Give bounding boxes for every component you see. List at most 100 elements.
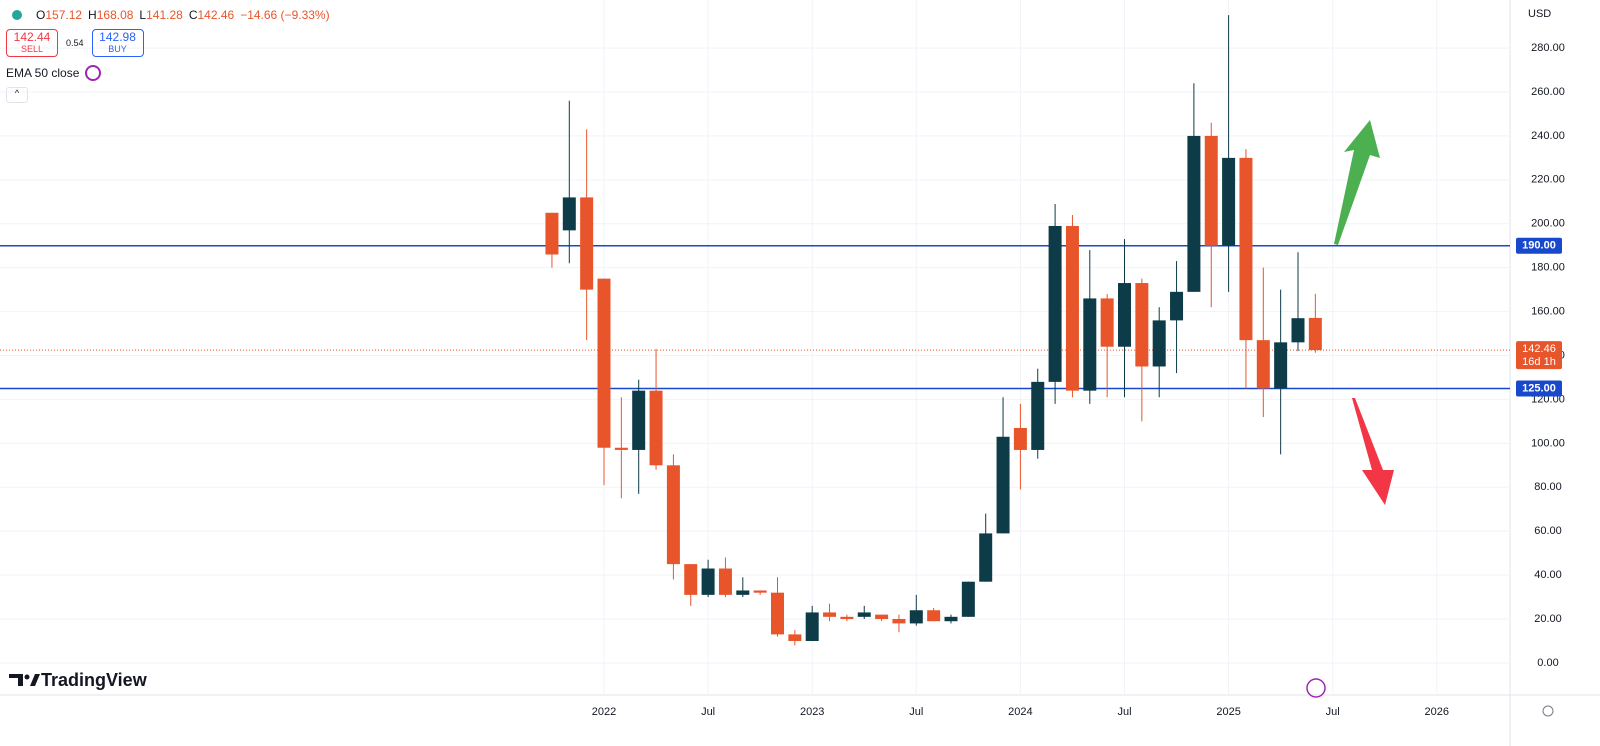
level-tag bbox=[1516, 237, 1562, 254]
candle-body bbox=[961, 581, 975, 617]
candle-body bbox=[701, 568, 715, 595]
candle-body bbox=[1170, 291, 1184, 321]
candle-body bbox=[1256, 340, 1270, 389]
ohlc-key: O bbox=[36, 8, 46, 22]
candle-body bbox=[771, 592, 784, 635]
candle-body bbox=[736, 590, 750, 595]
candle-body bbox=[1239, 157, 1253, 341]
candle-body bbox=[1135, 283, 1149, 367]
y-tick-label: 60.00 bbox=[1534, 525, 1562, 537]
brand-logo bbox=[9, 674, 40, 686]
ohlc-key: H bbox=[88, 8, 97, 22]
buy-label: BUY bbox=[108, 44, 127, 54]
indicator-row: EMA 50 close bbox=[6, 65, 102, 81]
x-tick-label: 2026 bbox=[1425, 706, 1449, 718]
candle-body bbox=[788, 634, 802, 641]
x-tick-label: Jul bbox=[909, 706, 923, 718]
candle-body bbox=[632, 390, 646, 450]
indicator-icon[interactable] bbox=[85, 65, 102, 81]
candle-body bbox=[875, 614, 889, 620]
y-tick-label: 200.00 bbox=[1531, 218, 1565, 230]
candle-body bbox=[944, 616, 958, 622]
y-tick-label: 160.00 bbox=[1531, 306, 1565, 318]
last-price-label: 142.46 bbox=[1522, 343, 1556, 355]
candle-body bbox=[718, 568, 732, 595]
level-label: 125.00 bbox=[1522, 382, 1556, 394]
up-arrow bbox=[1334, 120, 1380, 245]
candle-body bbox=[1013, 427, 1027, 450]
candle-body bbox=[1118, 283, 1131, 347]
y-tick-label: 20.00 bbox=[1534, 613, 1562, 625]
ohlc-value: 157.12 bbox=[45, 8, 83, 22]
ohlc-key: L bbox=[139, 8, 147, 22]
candle-body bbox=[996, 436, 1010, 534]
candle-body bbox=[666, 465, 680, 565]
level-tag bbox=[1516, 380, 1562, 397]
buy-button[interactable]: 142.98 BUY bbox=[91, 29, 144, 57]
sell-label: SELL bbox=[20, 44, 44, 54]
x-tick-label: 2022 bbox=[592, 706, 616, 718]
y-tick-label: 0.00 bbox=[1537, 657, 1558, 669]
replay-icon[interactable] bbox=[1306, 678, 1326, 698]
spread: 0.54 bbox=[66, 38, 84, 48]
candle-body bbox=[1291, 318, 1305, 343]
trade-buttons: 142.44 SELL 0.54 142.98 BUY bbox=[6, 29, 144, 57]
candle-body bbox=[1031, 381, 1045, 450]
y-tick-label: 280.00 bbox=[1531, 42, 1565, 54]
y-tick-label: 220.00 bbox=[1531, 174, 1565, 186]
candle-body bbox=[684, 564, 698, 595]
candle-body bbox=[753, 590, 767, 593]
x-tick-label: Jul bbox=[1117, 706, 1131, 718]
x-tick-label: 2024 bbox=[1008, 706, 1032, 718]
candle-body bbox=[545, 212, 559, 255]
sell-button[interactable]: 142.44 SELL bbox=[6, 29, 58, 57]
last-price-tag bbox=[1516, 341, 1562, 370]
x-tick-label: Jul bbox=[701, 706, 715, 718]
y-tick-label: 260.00 bbox=[1531, 86, 1565, 98]
indicator[interactable]: EMA 50 close bbox=[6, 66, 80, 80]
y-tick-label: 240.00 bbox=[1531, 130, 1565, 142]
candle-body bbox=[597, 278, 611, 448]
candle-body bbox=[1222, 157, 1236, 246]
x-tick-label: 2025 bbox=[1216, 706, 1240, 718]
ohlc-key: C bbox=[188, 8, 198, 22]
candle-body bbox=[892, 619, 906, 624]
candle-body bbox=[805, 612, 819, 641]
candle-body bbox=[614, 447, 628, 450]
candle-body bbox=[857, 612, 871, 617]
x-tick-label: Jul bbox=[1326, 706, 1340, 718]
candle-body bbox=[927, 610, 941, 622]
currency[interactable]: USD bbox=[1528, 8, 1552, 20]
y-tick-label: 180.00 bbox=[1531, 262, 1565, 274]
countdown-label: 16d 1h bbox=[1522, 356, 1556, 368]
candle-body bbox=[909, 610, 923, 624]
collapse-button[interactable]: ^ bbox=[6, 87, 28, 103]
candle-body bbox=[1100, 298, 1114, 347]
candle-body bbox=[1274, 342, 1288, 389]
candle-body bbox=[580, 197, 594, 290]
settings-icon[interactable] bbox=[1542, 705, 1554, 717]
candle-body bbox=[823, 612, 837, 617]
candle-body bbox=[1048, 225, 1062, 382]
ohlc-value: 168.08 bbox=[96, 8, 134, 22]
y-tick-label: 80.00 bbox=[1534, 481, 1562, 493]
ohlc-value: 142.46 bbox=[197, 8, 235, 22]
status-dot bbox=[12, 10, 22, 20]
down-arrow bbox=[1352, 398, 1394, 505]
ohlc-change: −14.66 (−9.33%) bbox=[240, 8, 330, 22]
y-tick-label: 40.00 bbox=[1534, 569, 1562, 581]
buy-price: 142.98 bbox=[99, 30, 136, 44]
candle-body bbox=[1187, 135, 1201, 292]
level-label: 190.00 bbox=[1522, 240, 1556, 252]
candle-body bbox=[649, 390, 663, 466]
sell-price: 142.44 bbox=[13, 30, 51, 44]
ohlc-value: 141.28 bbox=[146, 8, 183, 22]
candle-body bbox=[1204, 135, 1218, 246]
candle-body bbox=[1152, 320, 1166, 367]
ohlc-legend: O 157.12 H 168.08 L 141.28 C 142.46 −14.66 (−9.3… bbox=[12, 8, 336, 22]
candle-body bbox=[840, 616, 854, 620]
candle-body bbox=[562, 197, 576, 231]
x-tick-label: 2023 bbox=[800, 706, 824, 718]
